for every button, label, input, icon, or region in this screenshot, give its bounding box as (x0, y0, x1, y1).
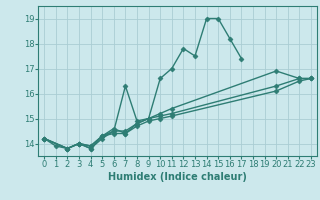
X-axis label: Humidex (Indice chaleur): Humidex (Indice chaleur) (108, 172, 247, 182)
